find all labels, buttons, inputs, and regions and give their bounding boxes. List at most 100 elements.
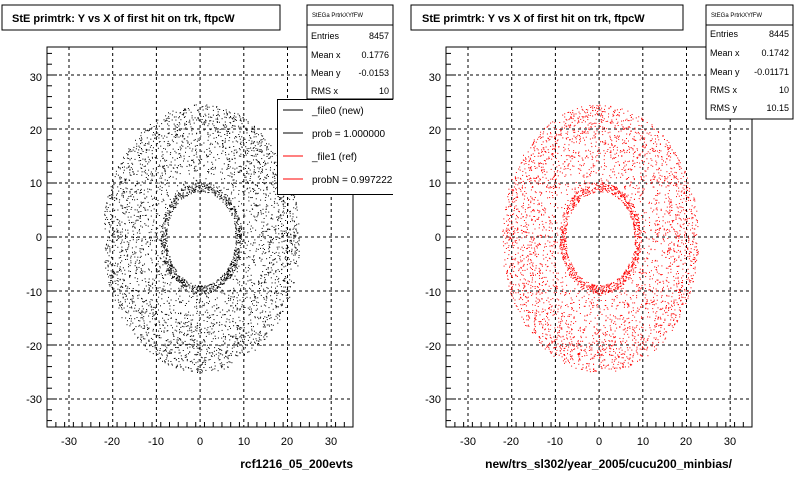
scatter-point <box>269 271 271 273</box>
scatter-point <box>230 270 232 272</box>
scatter-point <box>237 300 239 302</box>
scatter-point <box>527 319 529 321</box>
scatter-point <box>121 177 122 179</box>
scatter-point <box>681 201 683 203</box>
scatter-point <box>175 300 177 302</box>
scatter-point <box>278 281 280 283</box>
scatter-point <box>282 300 284 302</box>
scatter-point <box>165 322 167 324</box>
scatter-point <box>144 223 146 225</box>
scatter-point <box>194 139 196 141</box>
scatter-point <box>198 369 200 371</box>
scatter-point <box>225 154 227 156</box>
scatter-point <box>176 198 177 200</box>
scatter-point <box>183 197 185 199</box>
scatter-point <box>122 287 124 288</box>
scatter-point <box>127 166 129 168</box>
scatter-point <box>136 232 138 234</box>
scatter-point <box>191 133 193 135</box>
scatter-point <box>161 241 163 242</box>
scatter-point <box>214 365 216 367</box>
scatter-point <box>539 321 541 323</box>
scatter-point <box>224 338 226 340</box>
scatter-point <box>287 293 289 295</box>
scatter-point <box>233 265 235 267</box>
scatter-point <box>176 325 178 327</box>
scatter-point <box>218 135 219 137</box>
scatter-point <box>261 158 263 160</box>
scatter-point <box>183 322 185 324</box>
scatter-point <box>224 138 226 140</box>
scatter-point <box>286 248 288 250</box>
scatter-point <box>132 253 134 255</box>
scatter-point <box>122 212 124 214</box>
scatter-point <box>531 253 533 255</box>
scatter-point <box>184 279 186 281</box>
scatter-point <box>264 238 266 240</box>
scatter-point <box>240 335 242 337</box>
scatter-point <box>195 153 197 155</box>
scatter-point <box>616 192 618 194</box>
scatter-point <box>674 152 676 154</box>
scatter-point <box>193 189 195 190</box>
scatter-point <box>522 159 524 161</box>
scatter-point <box>618 361 620 363</box>
scatter-point <box>167 363 169 365</box>
scatter-point <box>596 323 598 325</box>
left-x-tick-label: 30 <box>325 436 337 448</box>
scatter-point <box>156 158 158 159</box>
scatter-point <box>147 329 149 330</box>
scatter-point <box>290 221 291 223</box>
scatter-point <box>234 266 236 268</box>
scatter-point <box>182 350 184 351</box>
scatter-point <box>147 218 149 220</box>
scatter-point <box>196 310 198 312</box>
scatter-point <box>633 329 634 331</box>
scatter-point <box>646 272 647 274</box>
scatter-point <box>233 343 235 345</box>
scatter-point <box>166 228 168 230</box>
scatter-point <box>228 203 230 205</box>
scatter-point <box>177 337 179 339</box>
scatter-point <box>167 195 169 197</box>
scatter-point <box>207 161 209 163</box>
scatter-point <box>611 140 613 142</box>
scatter-point <box>185 109 187 111</box>
scatter-point <box>277 219 279 220</box>
scatter-point <box>229 263 231 265</box>
scatter-point <box>177 185 179 187</box>
scatter-point <box>148 328 150 330</box>
scatter-point <box>264 160 266 162</box>
scatter-point <box>149 321 151 323</box>
scatter-point <box>251 301 252 302</box>
scatter-point <box>175 178 177 180</box>
scatter-point <box>544 207 545 209</box>
scatter-point <box>260 305 262 307</box>
scatter-point <box>604 152 606 154</box>
scatter-point <box>184 340 186 342</box>
scatter-point <box>265 168 267 170</box>
scatter-point <box>274 153 276 154</box>
scatter-point <box>134 256 136 258</box>
scatter-point <box>235 213 237 215</box>
scatter-point <box>560 282 562 284</box>
scatter-point <box>195 165 197 167</box>
scatter-point <box>225 152 226 153</box>
scatter-point <box>245 150 247 152</box>
scatter-point <box>517 232 519 233</box>
left-stats-value: -0.0153 <box>358 68 389 78</box>
scatter-point <box>107 264 109 266</box>
scatter-point <box>206 104 208 106</box>
scatter-point <box>116 274 118 276</box>
scatter-point <box>167 283 168 285</box>
scatter-point <box>162 252 164 254</box>
scatter-point <box>192 314 194 316</box>
scatter-point <box>673 284 675 286</box>
scatter-point <box>166 159 168 161</box>
scatter-point <box>285 227 287 229</box>
scatter-point <box>144 263 145 265</box>
scatter-point <box>183 195 185 197</box>
scatter-point <box>256 220 258 222</box>
scatter-point <box>164 274 166 276</box>
scatter-point <box>248 331 250 333</box>
